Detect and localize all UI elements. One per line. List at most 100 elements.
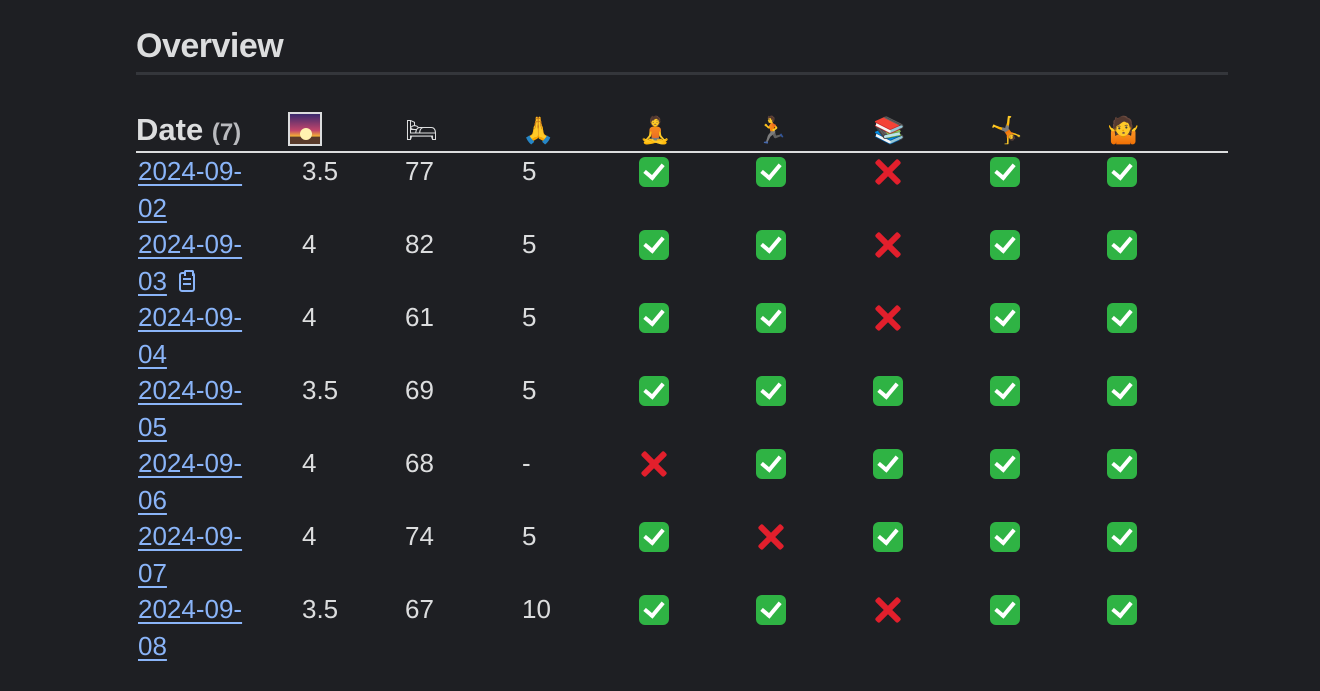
- value-cell: 5: [522, 521, 537, 551]
- status-cell: [873, 152, 990, 226]
- status-cell: [756, 226, 873, 299]
- status-cell: [873, 226, 990, 299]
- status-cell: [990, 445, 1107, 518]
- check-mark-icon: [756, 230, 786, 260]
- column-header-books[interactable]: 📚: [873, 109, 990, 153]
- status-cell: [990, 372, 1107, 445]
- column-header-shrug[interactable]: 🤷: [1107, 109, 1228, 153]
- cross-mark-icon: [873, 230, 903, 260]
- check-mark-icon: [990, 522, 1020, 552]
- check-mark-icon: [990, 157, 1020, 187]
- status-cell: [873, 518, 990, 591]
- value-cell: 77: [405, 156, 434, 186]
- date-header-label: Date: [136, 112, 204, 147]
- table-row: 2024-09- 08 3.5 67 10: [136, 591, 1228, 664]
- shrug-icon: 🤷: [1107, 114, 1140, 145]
- date-cell: 2024-09- 03: [136, 226, 288, 299]
- value-cell: 3.5: [302, 156, 339, 186]
- status-cell: [1107, 591, 1228, 664]
- column-header-sunrise[interactable]: [288, 109, 405, 153]
- column-header-bed[interactable]: 🛏: [405, 109, 522, 153]
- clipboard-list-icon[interactable]: [178, 269, 195, 292]
- status-cell: [990, 299, 1107, 372]
- status-cell: [990, 226, 1107, 299]
- date-link[interactable]: 2024-09- 04: [138, 302, 243, 369]
- cross-mark-icon: [873, 595, 903, 625]
- date-cell: 2024-09- 04: [136, 299, 288, 372]
- check-mark-icon: [990, 376, 1020, 406]
- table-row: 2024-09- 07 4 74 5: [136, 518, 1228, 591]
- check-mark-icon: [873, 376, 903, 406]
- cross-mark-icon: [639, 449, 669, 479]
- status-cell: [756, 591, 873, 664]
- value-cell: 68: [405, 448, 434, 478]
- status-cell: [873, 299, 990, 372]
- cross-mark-icon: [873, 303, 903, 333]
- date-link[interactable]: 2024-09- 03: [138, 229, 243, 296]
- status-cell: [1107, 299, 1228, 372]
- status-cell: [756, 152, 873, 226]
- date-link[interactable]: 2024-09- 08: [138, 594, 243, 661]
- column-header-running[interactable]: 🏃: [756, 109, 873, 153]
- sunrise-icon: [288, 111, 322, 146]
- check-mark-icon: [873, 522, 903, 552]
- status-cell: [1107, 518, 1228, 591]
- check-mark-icon: [639, 595, 669, 625]
- check-mark-icon: [639, 230, 669, 260]
- date-cell: 2024-09- 05: [136, 372, 288, 445]
- check-mark-icon: [1107, 230, 1137, 260]
- check-mark-icon: [1107, 449, 1137, 479]
- table-row: 2024-09- 03 4 82 5: [136, 226, 1228, 299]
- value-cell: 10: [522, 594, 551, 624]
- value-cell: 67: [405, 594, 434, 624]
- status-cell: [639, 372, 756, 445]
- check-mark-icon: [756, 303, 786, 333]
- cartwheel-icon: 🤸: [990, 114, 1023, 145]
- date-link[interactable]: 2024-09- 05: [138, 375, 243, 442]
- value-cell: 82: [405, 229, 434, 259]
- check-mark-icon: [1107, 595, 1137, 625]
- check-mark-icon: [639, 157, 669, 187]
- value-cell: 5: [522, 375, 537, 405]
- value-cell: 3.5: [302, 375, 339, 405]
- section-heading: Overview: [136, 27, 284, 65]
- status-cell: [1107, 445, 1228, 518]
- table-row: 2024-09- 02 3.5 77 5: [136, 152, 1228, 226]
- check-mark-icon: [1107, 157, 1137, 187]
- check-mark-icon: [990, 595, 1020, 625]
- status-cell: [639, 152, 756, 226]
- status-cell: [990, 518, 1107, 591]
- check-mark-icon: [639, 303, 669, 333]
- column-header-cartwheel[interactable]: 🤸: [990, 109, 1107, 153]
- value-cell: 3.5: [302, 594, 339, 624]
- status-cell: [639, 445, 756, 518]
- date-cell: 2024-09- 02: [136, 152, 288, 226]
- folded-hands-icon: 🙏: [522, 114, 555, 145]
- check-mark-icon: [756, 449, 786, 479]
- date-link[interactable]: 2024-09- 02: [138, 156, 243, 223]
- check-mark-icon: [639, 376, 669, 406]
- status-cell: [990, 591, 1107, 664]
- date-link[interactable]: 2024-09- 07: [138, 521, 243, 588]
- heading-divider: [136, 72, 1228, 75]
- column-header-meditation[interactable]: 🧘: [639, 109, 756, 153]
- books-icon: 📚: [873, 114, 906, 145]
- status-cell: [639, 591, 756, 664]
- check-mark-icon: [1107, 376, 1137, 406]
- value-cell: 4: [302, 448, 317, 478]
- value-cell: 4: [302, 521, 317, 551]
- date-link[interactable]: 2024-09- 06: [138, 448, 243, 515]
- status-cell: [639, 226, 756, 299]
- check-mark-icon: [990, 230, 1020, 260]
- table-row: 2024-09- 06 4 68 -: [136, 445, 1228, 518]
- date-cell: 2024-09- 08: [136, 591, 288, 664]
- check-mark-icon: [1107, 522, 1137, 552]
- dataview-table: Date (7) 🛏 🙏 🧘 🏃 📚 🤸 🤷 2024-09- 02 3.5 77 5 2024-09…: [136, 109, 1228, 664]
- cross-mark-icon: [873, 157, 903, 187]
- check-mark-icon: [756, 595, 786, 625]
- date-column-header[interactable]: Date (7): [136, 109, 288, 153]
- status-cell: [756, 372, 873, 445]
- row-count: (7): [211, 119, 242, 146]
- status-cell: [873, 445, 990, 518]
- column-header-folded-hands[interactable]: 🙏: [522, 109, 639, 153]
